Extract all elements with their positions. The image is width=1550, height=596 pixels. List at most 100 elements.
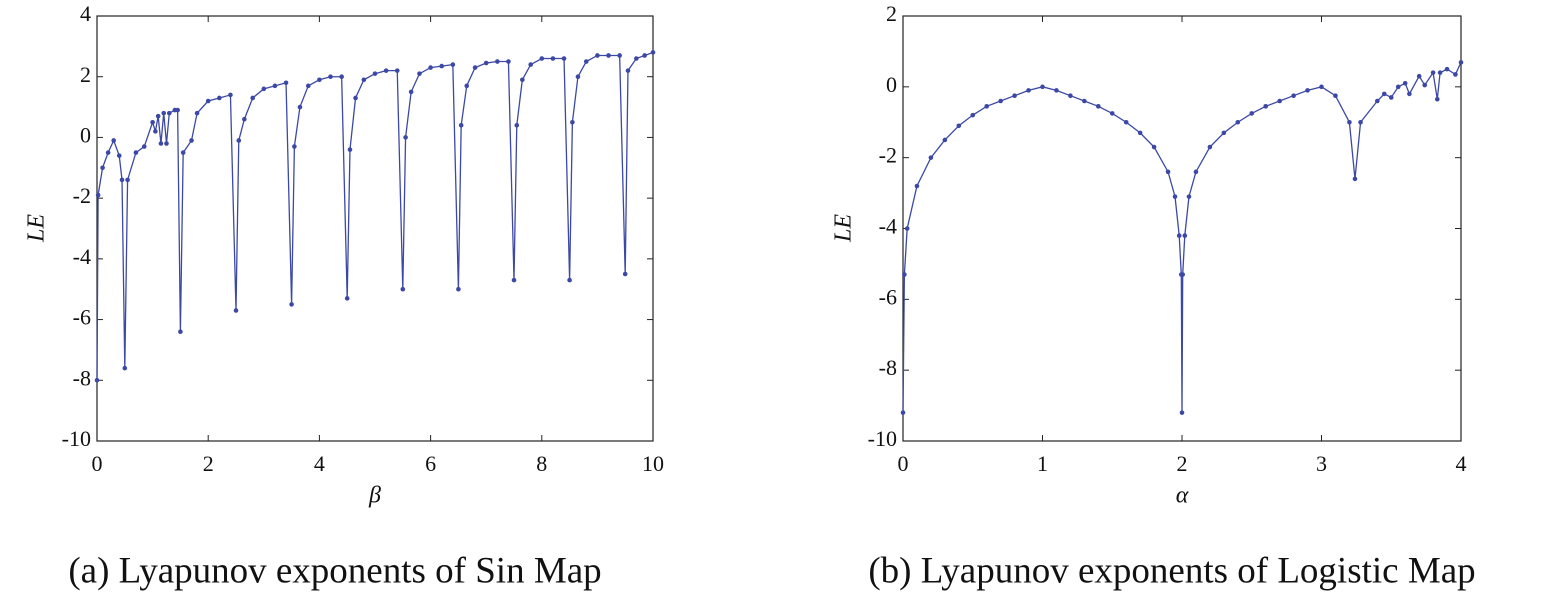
point [450,62,456,67]
point [180,150,186,155]
point [1249,111,1255,116]
y-axis-label: LE [24,214,50,243]
point [394,68,400,73]
point [928,155,934,160]
point [1395,84,1401,90]
point [472,65,478,70]
y-tick-label: -4 [73,244,91,269]
point [328,74,333,80]
point [372,71,378,76]
x-tick-label: 0 [92,451,103,476]
y-tick-label: -8 [73,365,91,390]
point [650,50,656,55]
point [1358,119,1363,125]
point [194,110,200,116]
point [1347,119,1352,125]
x-tick-label: 6 [425,451,436,476]
point [1068,93,1073,98]
point [1388,95,1394,100]
y-tick-label: -10 [868,426,897,451]
x-tick-label: 4 [1456,451,1467,476]
y-tick-label: -6 [879,284,897,309]
point [984,104,989,109]
point [403,135,408,140]
y-tick-label: 2 [80,62,91,87]
point [155,113,161,119]
point [1151,144,1157,150]
point [902,272,907,277]
point [970,112,976,118]
point [904,226,910,231]
point [1422,82,1428,88]
point [506,59,511,64]
x-tick-label: 10 [642,451,664,476]
point [439,63,445,69]
point [622,271,628,277]
point [153,129,158,134]
point [1040,84,1045,90]
point [914,183,920,189]
point [1207,144,1213,150]
point [100,165,105,171]
point [133,150,139,155]
point [361,77,367,83]
point [606,53,611,58]
point [561,56,567,61]
point [550,56,556,61]
point [417,71,422,76]
point [233,308,239,313]
point [570,119,575,125]
point [617,53,622,58]
point [1277,98,1282,104]
point [1444,66,1450,72]
point [158,141,164,146]
point [111,138,116,143]
point [998,98,1003,104]
point [228,92,233,98]
line [902,62,1462,413]
point [119,177,125,183]
point [956,123,962,129]
point [539,56,545,61]
x-tick-label: 0 [898,451,909,476]
point [175,107,180,113]
point [141,144,147,149]
point [317,77,322,83]
point [1333,93,1338,98]
point [495,59,500,64]
x-axis-label: α [1176,483,1189,509]
point [94,377,100,383]
point [1352,176,1358,182]
point [575,74,581,80]
point [105,150,111,155]
point [289,302,294,307]
point [1186,194,1192,199]
point [95,192,101,198]
point [567,277,572,283]
point [189,138,194,143]
point [1176,233,1182,238]
caption: (a) Lyapunov exponents of Sin Map [68,550,601,591]
point [236,138,242,143]
point [116,153,122,158]
point [353,95,358,101]
point [1137,130,1143,136]
point [250,95,255,101]
point [634,56,639,61]
point [1109,111,1115,116]
point [1291,93,1296,98]
y-tick-label: 4 [80,1,91,26]
point [900,410,906,415]
point [511,277,517,283]
point [1381,91,1387,97]
point [1172,194,1178,199]
point [283,80,289,86]
point [942,137,948,143]
point [347,147,353,152]
point [1165,169,1171,175]
point [528,62,533,67]
point [583,59,589,64]
point [1012,93,1017,98]
point [1437,70,1443,75]
